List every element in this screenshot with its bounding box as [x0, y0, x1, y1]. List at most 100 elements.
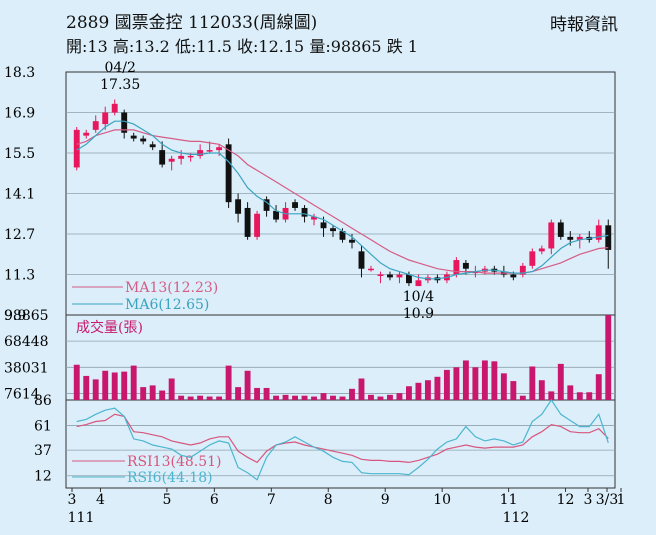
volume-bar	[111, 372, 118, 400]
price-tick-label: 16.9	[4, 106, 35, 122]
candle-body	[339, 231, 346, 240]
candle-body	[605, 225, 612, 250]
candle-body	[92, 121, 99, 130]
price-tick-label: 9.9	[4, 308, 26, 324]
price-tick-label: 18.3	[4, 65, 35, 81]
year-label: 111	[68, 510, 95, 526]
volume-bar	[510, 381, 517, 400]
rsi-tick-label: 86	[34, 393, 52, 409]
legend-label: MA13(12.23)	[125, 280, 218, 296]
candle-body	[462, 262, 469, 269]
candle-body	[320, 222, 327, 229]
rsi-line-0	[76, 413, 609, 464]
x-tick-label: 1	[617, 492, 626, 508]
candle-body	[548, 222, 555, 249]
volume-tick-label: 38031	[4, 360, 49, 376]
x-tick-label: 7	[267, 492, 276, 508]
price-stats: 開:13 高:13.2 低:11.5 收:12.15 量:98865 跌 1	[66, 37, 418, 56]
volume-bar	[453, 367, 460, 400]
volume-bar	[244, 370, 251, 400]
candle-body	[415, 280, 422, 287]
candle-body	[111, 103, 118, 113]
year-label: 112	[503, 510, 530, 526]
candle-body	[244, 207, 251, 237]
candle-body	[197, 150, 204, 156]
ma13-line	[76, 129, 609, 274]
candle-body	[358, 251, 365, 269]
candle-body	[235, 199, 242, 214]
volume-bar	[83, 375, 90, 400]
volume-bar	[387, 394, 393, 400]
volume-bar	[415, 382, 422, 400]
candle-body	[387, 274, 393, 278]
volume-bar	[500, 373, 507, 400]
candle-body	[216, 147, 223, 151]
rsi-tick-label: 61	[34, 419, 52, 435]
volume-bar	[443, 369, 450, 400]
price-tick-label: 11.3	[4, 268, 35, 284]
x-tick-label: 3/3	[596, 492, 619, 508]
volume-bar	[368, 394, 374, 400]
volume-bar	[472, 367, 479, 400]
volume-bar	[159, 390, 166, 400]
volume-bar	[358, 378, 365, 400]
volume-bar	[140, 387, 147, 400]
rsi-legend-label: RSI13(48.51)	[127, 454, 221, 470]
candle-body	[292, 202, 298, 208]
volume-tick-label: 7614	[4, 386, 40, 402]
chart-title: 2889 國票金控 112033(周線圖)	[66, 13, 318, 33]
candle-body	[368, 268, 374, 271]
candle-body	[595, 225, 602, 240]
volume-bar	[529, 366, 536, 400]
price-tick-label: 15.5	[4, 146, 35, 162]
volume-bar	[339, 396, 346, 400]
volume-bar	[292, 395, 298, 400]
rsi-tick-label: 12	[34, 469, 52, 485]
volume-bar	[273, 395, 280, 400]
volume-bar	[121, 371, 128, 400]
volume-tick-label: 98865	[4, 308, 49, 324]
x-tick-label: 11	[500, 492, 518, 508]
candle-body	[349, 239, 355, 243]
volume-bar	[377, 396, 384, 400]
candle-body	[377, 274, 384, 276]
candle-body	[121, 112, 128, 133]
candle-body	[168, 158, 175, 162]
x-tick-label: 12	[557, 492, 575, 508]
candle-body	[405, 274, 412, 284]
candle-body	[159, 150, 166, 165]
candle-body	[225, 144, 232, 203]
volume-bar	[605, 315, 612, 400]
volume-bar	[92, 379, 99, 400]
candle-body	[529, 251, 536, 266]
volume-bar	[462, 360, 469, 400]
candle-body	[206, 150, 213, 152]
candle-body	[254, 213, 261, 237]
volume-bar	[197, 395, 204, 400]
rsi-tick-label: 37	[34, 443, 52, 459]
volume-bar	[301, 395, 308, 400]
ma6-line	[76, 120, 609, 280]
candle-body	[102, 112, 109, 125]
candle-body	[472, 271, 479, 274]
x-tick-label: 9	[381, 492, 390, 508]
price-tick-label: 12.7	[4, 227, 35, 243]
peak-value-label: 17.35	[100, 77, 140, 93]
volume-bar	[254, 387, 261, 400]
candle-body	[311, 216, 317, 220]
volume-bar	[567, 385, 574, 400]
volume-bar	[576, 392, 583, 400]
candle-body	[273, 210, 280, 220]
x-tick-label: 8	[324, 492, 333, 508]
rsi-legend-label: RSI6(44.18)	[127, 470, 213, 486]
candle-body	[130, 135, 137, 139]
volume-bar	[405, 386, 412, 400]
candle-body	[557, 222, 564, 237]
volume-tick-label: 68448	[4, 334, 49, 350]
volume-bar	[168, 378, 175, 400]
trough-value-label: 10.9	[403, 306, 434, 322]
x-tick-label: 4	[96, 492, 105, 508]
volume-bar	[73, 364, 80, 400]
candle-body	[178, 155, 185, 159]
